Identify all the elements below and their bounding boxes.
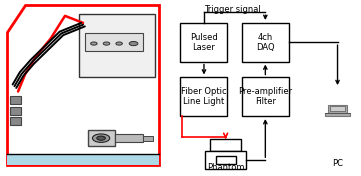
Circle shape <box>129 42 138 46</box>
FancyBboxPatch shape <box>330 106 345 111</box>
FancyBboxPatch shape <box>115 134 144 142</box>
Circle shape <box>116 42 122 45</box>
Circle shape <box>91 42 97 45</box>
Text: Trigger signal: Trigger signal <box>204 5 261 14</box>
FancyBboxPatch shape <box>10 118 21 125</box>
FancyBboxPatch shape <box>79 14 155 77</box>
FancyBboxPatch shape <box>180 77 227 116</box>
Circle shape <box>97 136 105 140</box>
FancyBboxPatch shape <box>242 77 289 116</box>
Text: Pre-amplifier
Filter: Pre-amplifier Filter <box>238 87 292 106</box>
FancyBboxPatch shape <box>205 151 246 169</box>
FancyBboxPatch shape <box>144 136 153 141</box>
FancyBboxPatch shape <box>10 107 21 115</box>
Text: 4ch
DAQ: 4ch DAQ <box>256 33 275 52</box>
FancyBboxPatch shape <box>88 130 115 146</box>
Circle shape <box>103 42 110 45</box>
FancyBboxPatch shape <box>326 113 350 116</box>
Circle shape <box>92 134 110 142</box>
FancyBboxPatch shape <box>210 139 241 151</box>
FancyBboxPatch shape <box>10 96 21 104</box>
Text: Pulsed
Laser: Pulsed Laser <box>190 33 218 52</box>
FancyBboxPatch shape <box>7 154 159 165</box>
Polygon shape <box>7 5 159 165</box>
Text: Fiber Optic
Line Light: Fiber Optic Line Light <box>181 87 227 106</box>
Text: PC: PC <box>332 159 343 168</box>
FancyBboxPatch shape <box>180 23 227 62</box>
FancyBboxPatch shape <box>216 156 236 164</box>
Text: Phantom: Phantom <box>207 164 244 172</box>
FancyBboxPatch shape <box>328 105 348 113</box>
FancyBboxPatch shape <box>85 33 143 51</box>
FancyBboxPatch shape <box>242 23 289 62</box>
